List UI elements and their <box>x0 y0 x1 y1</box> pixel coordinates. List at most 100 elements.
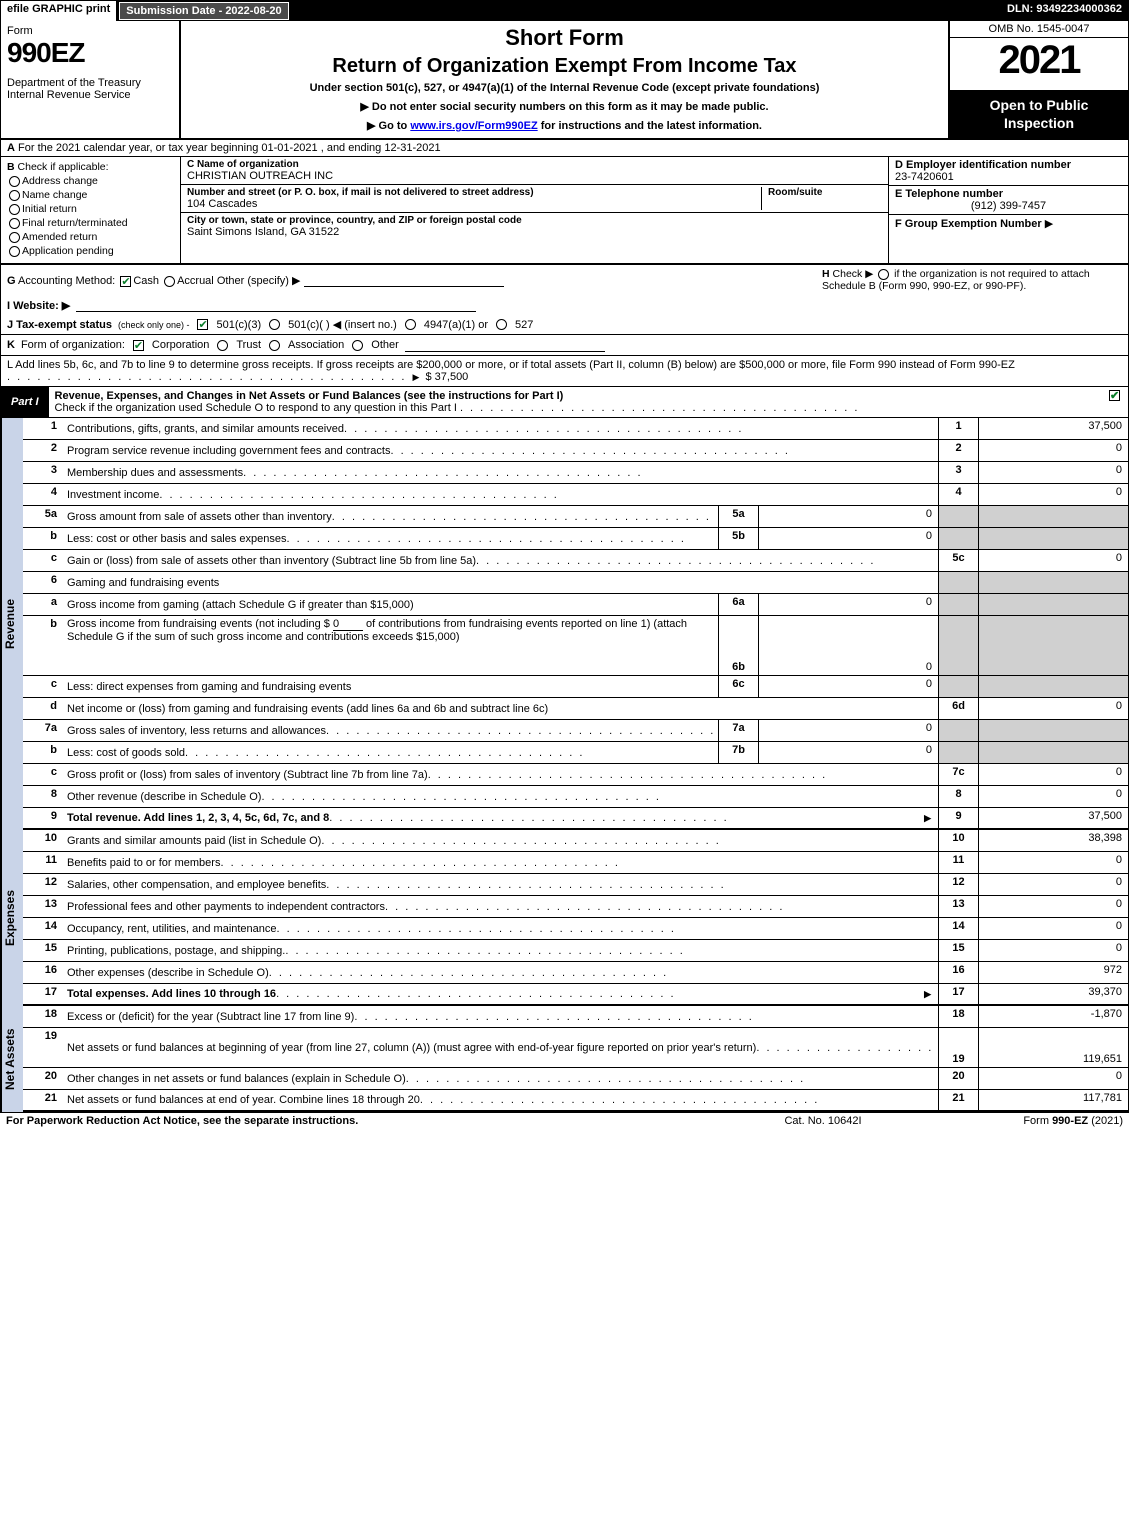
gray-cell <box>938 616 978 675</box>
d-label: D Employer identification number <box>895 159 1071 171</box>
line-val: 0 <box>978 786 1128 807</box>
line-num: 18 <box>23 1006 63 1027</box>
opt-application-pending[interactable]: Application pending <box>7 245 174 257</box>
block-c: C Name of organization CHRISTIAN OUTREAC… <box>181 157 888 263</box>
line-12: 12 Salaries, other compensation, and emp… <box>23 874 1128 896</box>
line-desc: Other expenses (describe in Schedule O) <box>67 967 269 979</box>
line-ref: 1 <box>938 418 978 439</box>
line-desc: Gaming and fundraising events <box>67 577 219 589</box>
e-phone: E Telephone number (912) 399-7457 <box>889 186 1128 215</box>
k-other-checkbox[interactable] <box>352 340 363 351</box>
part-1-title: Revenue, Expenses, and Changes in Net As… <box>49 387 1128 417</box>
line-ref: 7c <box>938 764 978 785</box>
line-num: 13 <box>23 896 63 917</box>
opt-address-change[interactable]: Address change <box>7 175 174 187</box>
tax-year: 2021 <box>950 38 1128 90</box>
line-num: 15 <box>23 940 63 961</box>
row-j: J Tax-exempt status (check only one) - 5… <box>1 315 1128 335</box>
expenses-section: Expenses 10 Grants and similar amounts p… <box>1 830 1128 1006</box>
irs-link[interactable]: www.irs.gov/Form990EZ <box>410 120 537 132</box>
org-street: 104 Cascades <box>187 198 761 210</box>
line-num: 11 <box>23 852 63 873</box>
e-label: E Telephone number <box>895 188 1003 200</box>
l-label: L <box>7 359 13 371</box>
j-note: (check only one) - <box>118 320 190 330</box>
line-desc: Other revenue (describe in Schedule O) <box>67 791 261 803</box>
opt-amended-return[interactable]: Amended return <box>7 231 174 243</box>
line-val: 0 <box>978 764 1128 785</box>
line-11: 11 Benefits paid to or for members 11 0 <box>23 852 1128 874</box>
line-6b: b Gross income from fundraising events (… <box>23 616 1128 676</box>
line-num: 17 <box>23 984 63 1004</box>
k-assoc-checkbox[interactable] <box>269 340 280 351</box>
line-14: 14 Occupancy, rent, utilities, and maint… <box>23 918 1128 940</box>
line-4: 4 Investment income 4 0 <box>23 484 1128 506</box>
efile-print-label[interactable]: efile GRAPHIC print <box>1 1 118 21</box>
j-501c-checkbox[interactable] <box>269 319 280 330</box>
line-20: 20 Other changes in net assets or fund b… <box>23 1068 1128 1090</box>
opt-name-change[interactable]: Name change <box>7 189 174 201</box>
k-o3: Association <box>288 339 344 351</box>
k-corp-checkbox[interactable] <box>133 340 144 351</box>
line-num: b <box>23 742 63 763</box>
header-left: Form 990EZ Department of the Treasury In… <box>1 21 181 138</box>
gray-cell <box>978 506 1128 527</box>
line-desc: Occupancy, rent, utilities, and maintena… <box>67 923 277 935</box>
cash-label: Cash <box>133 275 159 287</box>
line-num: b <box>23 616 63 675</box>
gray-cell <box>938 594 978 615</box>
opt-final-return[interactable]: Final return/terminated <box>7 217 174 229</box>
spacer <box>290 1 1001 21</box>
other-specify-input[interactable] <box>304 273 504 287</box>
part-1-schedule-o-checkbox[interactable] <box>1109 390 1120 401</box>
line-desc: Net assets or fund balances at beginning… <box>67 1042 756 1054</box>
line-num: d <box>23 698 63 719</box>
line-val: 0 <box>978 462 1128 483</box>
line-desc: Total revenue. Add lines 1, 2, 3, 4, 5c,… <box>67 812 329 824</box>
line-ref: 12 <box>938 874 978 895</box>
line-5b: b Less: cost or other basis and sales ex… <box>23 528 1128 550</box>
org-city: Saint Simons Island, GA 31522 <box>187 226 882 238</box>
line-num: 2 <box>23 440 63 461</box>
block-b: B Check if applicable: Address change Na… <box>1 157 181 263</box>
line-val: 0 <box>978 440 1128 461</box>
form-subtitle-2: ▶ Do not enter social security numbers o… <box>187 100 942 113</box>
k-trust-checkbox[interactable] <box>217 340 228 351</box>
line-desc: Membership dues and assessments <box>67 467 243 479</box>
j-501c3-checkbox[interactable] <box>197 319 208 330</box>
j-label: J Tax-exempt status <box>7 319 112 331</box>
revenue-body: 1 Contributions, gifts, grants, and simi… <box>23 418 1128 830</box>
line-desc: Gain or (loss) from sale of assets other… <box>67 555 476 567</box>
line-val: 119,651 <box>978 1028 1128 1067</box>
j-o3: 4947(a)(1) or <box>424 319 488 331</box>
line-val: 0 <box>978 918 1128 939</box>
phone-value: (912) 399-7457 <box>895 200 1122 212</box>
k-text: Form of organization: <box>21 339 125 351</box>
opt-initial-return[interactable]: Initial return <box>7 203 174 215</box>
opt-label: Initial return <box>22 203 77 215</box>
l-text: Add lines 5b, 6c, and 7b to line 9 to de… <box>15 359 1015 371</box>
c-street-label: Number and street (or P. O. box, if mail… <box>187 187 761 198</box>
k-o2: Trust <box>236 339 261 351</box>
line-21: 21 Net assets or fund balances at end of… <box>23 1090 1128 1112</box>
line-ref: 21 <box>938 1090 978 1110</box>
accrual-checkbox[interactable] <box>164 276 175 287</box>
line-val: 0 <box>978 940 1128 961</box>
j-4947-checkbox[interactable] <box>405 319 416 330</box>
gray-cell <box>938 572 978 593</box>
website-input[interactable] <box>76 298 476 312</box>
k-other-input[interactable] <box>405 338 605 352</box>
line-num: 12 <box>23 874 63 895</box>
page-footer: For Paperwork Reduction Act Notice, see … <box>0 1113 1129 1129</box>
part-1-title-text: Revenue, Expenses, and Changes in Net As… <box>55 390 564 402</box>
h-checkbox[interactable] <box>878 269 889 280</box>
j-o2: 501(c)( ) ◀ (insert no.) <box>288 318 397 331</box>
line-num: 10 <box>23 830 63 851</box>
line-6a: a Gross income from gaming (attach Sched… <box>23 594 1128 616</box>
j-527-checkbox[interactable] <box>496 319 507 330</box>
net-assets-section: Net Assets 18 Excess or (deficit) for th… <box>1 1006 1128 1112</box>
form-subtitle-3: ▶ Go to www.irs.gov/Form990EZ for instru… <box>187 119 942 132</box>
line-desc: Gross sales of inventory, less returns a… <box>67 725 326 737</box>
cash-checkbox[interactable] <box>120 276 131 287</box>
net-assets-side-label: Net Assets <box>1 1006 23 1112</box>
